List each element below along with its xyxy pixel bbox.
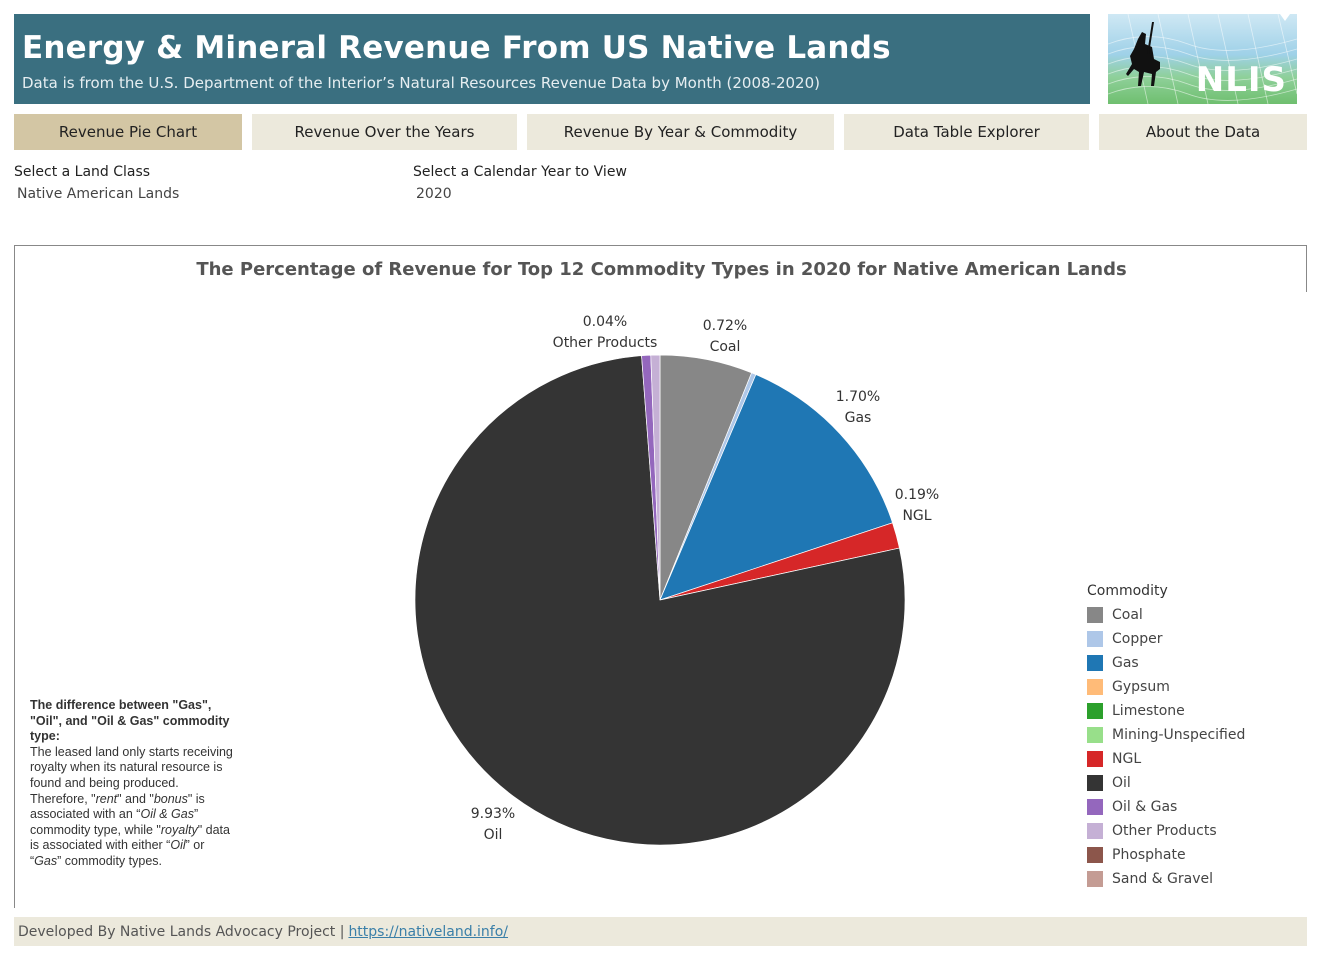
legend-label: Oil xyxy=(1112,775,1131,791)
logo-text: NLIS xyxy=(1195,60,1287,100)
data-label-value: 9.93% xyxy=(471,806,515,822)
legend-swatch xyxy=(1087,799,1103,815)
note-text: " and " xyxy=(117,791,154,806)
data-label-name: Oil xyxy=(484,827,503,843)
note-text: The leased land only starts receiving ro… xyxy=(30,744,233,806)
legend-swatch xyxy=(1087,871,1103,887)
legend-label: Coal xyxy=(1112,607,1143,623)
legend-label: Copper xyxy=(1112,631,1163,647)
legend-item[interactable]: Sand & Gravel xyxy=(1087,867,1287,891)
pie-slice-gas[interactable] xyxy=(659,374,893,601)
note-text: " is associated with an “ xyxy=(30,791,205,822)
logo-artwork xyxy=(1108,14,1297,104)
legend-label: Gypsum xyxy=(1112,679,1170,695)
data-label-name: Gas xyxy=(845,410,872,426)
data-label-value: 0.72% xyxy=(703,318,747,334)
legend-title: Commodity xyxy=(1087,583,1168,599)
pie-slice-oil[interactable] xyxy=(414,355,906,846)
land-class-select[interactable]: Native American Lands xyxy=(17,186,180,202)
note-emphasis: Oil xyxy=(170,838,186,853)
legend-swatch xyxy=(1087,631,1103,647)
commodity-type-note: The difference between "Gas", "Oil", and… xyxy=(30,698,235,870)
dashboard-header: Energy & Mineral Revenue From US Native … xyxy=(14,14,1090,104)
note-emphasis: Gas xyxy=(34,853,58,868)
footer: Developed By Native Lands Advocacy Proje… xyxy=(14,917,1307,946)
chart-title: The Percentage of Revenue for Top 12 Com… xyxy=(196,259,1127,280)
legend-swatch xyxy=(1087,703,1103,719)
year-select[interactable]: 2020 xyxy=(416,186,452,202)
land-class-label: Select a Land Class xyxy=(14,164,151,180)
legend-swatch xyxy=(1087,751,1103,767)
note-text: " data is associated with either “ xyxy=(30,822,230,853)
footer-link[interactable]: https://nativeland.info/ xyxy=(348,923,509,940)
legend-swatch xyxy=(1087,823,1103,839)
note-body: The leased land only starts receiving ro… xyxy=(30,745,235,870)
legend-item[interactable]: Limestone xyxy=(1087,699,1287,723)
data-label-value: 1.70% xyxy=(836,389,880,405)
legend-item[interactable]: Oil xyxy=(1087,771,1287,795)
pie-slice-other-products[interactable] xyxy=(650,354,661,601)
legend-item[interactable]: Other Products xyxy=(1087,819,1287,843)
note-text: ” commodity type, while " xyxy=(30,807,199,837)
legend-label: Sand & Gravel xyxy=(1112,871,1214,887)
legend-items: Coal Copper Gas Gypsum Limestone Mining-Unspe… xyxy=(1087,603,1287,891)
tab-data-table-explorer[interactable]: Data Table Explorer xyxy=(844,114,1089,150)
data-label-value: 0.04% xyxy=(583,314,627,330)
panel-border xyxy=(1306,246,1307,292)
legend-swatch xyxy=(1087,607,1103,623)
data-label-value: 0.19% xyxy=(895,487,939,503)
note-emphasis: Oil & Gas xyxy=(140,807,194,822)
footer-text: Developed By Native Lands Advocacy Proje… xyxy=(18,923,345,940)
page-title: Energy & Mineral Revenue From US Native … xyxy=(22,30,891,66)
note-emphasis: bonus xyxy=(153,791,188,806)
legend-swatch xyxy=(1087,655,1103,671)
note-text: ” commodity types. xyxy=(57,853,162,868)
navigation-tabs: Revenue Pie Chart Revenue Over the Years… xyxy=(14,114,1307,150)
legend-item[interactable]: Gas xyxy=(1087,651,1287,675)
legend-swatch xyxy=(1087,679,1103,695)
tab-revenue-over-the-years[interactable]: Revenue Over the Years xyxy=(252,114,517,150)
legend-label: Oil & Gas xyxy=(1112,799,1178,815)
note-emphasis: rent xyxy=(95,791,118,806)
tab-revenue-pie-chart[interactable]: Revenue Pie Chart xyxy=(14,114,242,150)
horse-rider-icon xyxy=(1126,22,1160,86)
legend-item[interactable]: NGL xyxy=(1087,747,1287,771)
chart-panel: The Percentage of Revenue for Top 12 Com… xyxy=(14,245,1307,908)
legend-item[interactable]: Oil & Gas xyxy=(1087,795,1287,819)
page-subtitle: Data is from the U.S. Department of the … xyxy=(22,74,820,92)
legend-label: Limestone xyxy=(1112,703,1185,719)
note-emphasis: royalty xyxy=(160,822,198,837)
nlis-logo: NLIS xyxy=(1108,14,1297,104)
year-label: Select a Calendar Year to View xyxy=(413,164,627,180)
data-label-name: NGL xyxy=(902,508,931,524)
data-label-name: Other Products xyxy=(553,335,658,351)
legend-item[interactable]: Phosphate xyxy=(1087,843,1287,867)
legend-item[interactable]: Gypsum xyxy=(1087,675,1287,699)
legend-swatch xyxy=(1087,775,1103,791)
legend-item[interactable]: Copper xyxy=(1087,627,1287,651)
note-title: The difference between "Gas", "Oil", and… xyxy=(30,698,230,744)
legend-swatch xyxy=(1087,847,1103,863)
legend-label: Gas xyxy=(1112,655,1139,671)
note-text: ” or “ xyxy=(30,838,205,868)
legend-label: NGL xyxy=(1112,751,1142,767)
legend-item[interactable]: Coal xyxy=(1087,603,1287,627)
tab-revenue-by-year-commodity[interactable]: Revenue By Year & Commodity xyxy=(527,114,834,150)
legend-label: Phosphate xyxy=(1112,847,1186,863)
legend: Commodity Coal Copper Gas Gypsum Limestone Mi… xyxy=(1087,583,1287,891)
legend-label: Other Products xyxy=(1112,823,1217,839)
legend-item[interactable]: Mining-Unspecified xyxy=(1087,723,1287,747)
legend-swatch xyxy=(1087,727,1103,743)
tab-about-the-data[interactable]: About the Data xyxy=(1099,114,1307,150)
legend-label: Mining-Unspecified xyxy=(1112,727,1246,743)
data-label-name: Coal xyxy=(710,339,741,355)
